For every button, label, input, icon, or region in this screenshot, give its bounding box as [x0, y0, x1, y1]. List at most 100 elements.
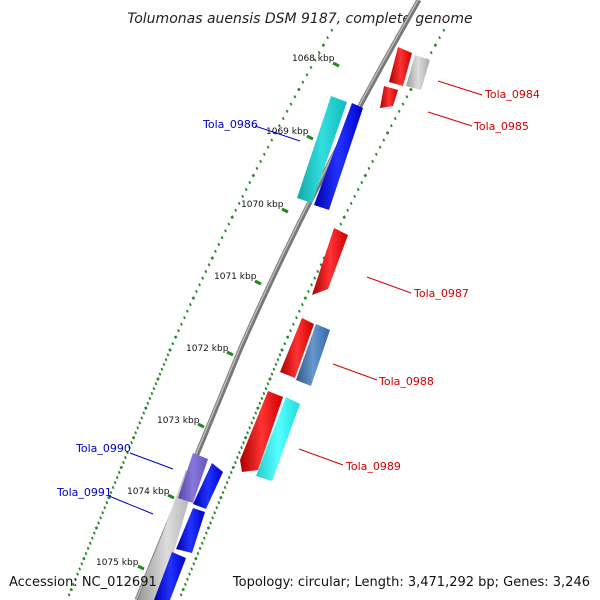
tick-mark-left: [128, 445, 131, 450]
tick-mark-right: [289, 329, 292, 333]
tick-mark-left: [321, 43, 326, 47]
tick-mark-right: [248, 426, 252, 430]
label-tola-0988[interactable]: Tola_0988: [378, 375, 434, 388]
tick-mark-right: [219, 495, 223, 500]
tick-mark-left: [136, 426, 140, 430]
scale-tick-1075: [137, 564, 145, 571]
tick-mark-right: [236, 455, 239, 460]
tick-mark-right: [262, 391, 266, 396]
tick-mark-left: [297, 87, 301, 92]
gene-tola-0992-shape: [154, 552, 186, 600]
tick-mark-left: [255, 166, 259, 171]
leader-tola-0989: [298, 448, 344, 466]
scale-label-1074: 1074 kbp: [127, 487, 170, 497]
tick-mark-left: [144, 406, 148, 410]
tick-track-left: [67, 28, 334, 597]
kbp-scale: 1068 kbp 1069 kbp 1070 kbp 1071 kbp 1072…: [96, 54, 340, 571]
tick-mark-left: [191, 296, 196, 300]
tick-mark-right: [242, 441, 245, 445]
tick-mark-left: [119, 465, 124, 470]
tick-mark-left: [220, 236, 224, 240]
tick-mark-right: [202, 536, 206, 540]
gene-tola-0989-red-shape: [240, 391, 283, 472]
tick-mark-right: [227, 475, 231, 480]
tick-mark-right: [204, 531, 208, 535]
label-tola-0985[interactable]: Tola_0985: [473, 120, 529, 133]
tick-mark-left: [214, 249, 217, 253]
tick-mark-left: [71, 582, 75, 587]
tick-mark-left: [105, 501, 109, 505]
tick-mark-left: [67, 593, 71, 597]
map-title: Tolumonas auensis DSM 9187, complete gen…: [127, 11, 472, 27]
tick-mark-right: [283, 341, 287, 346]
tick-mark-left: [82, 556, 86, 561]
label-tola-0989[interactable]: Tola_0989: [345, 460, 401, 473]
tick-mark-left: [180, 322, 183, 326]
tick-mark-left: [317, 51, 321, 55]
tick-mark-left: [115, 475, 119, 480]
tick-mark-right: [179, 593, 183, 597]
tick-mark-left: [156, 377, 160, 381]
tick-mark-right: [405, 95, 409, 99]
tick-mark-right: [353, 194, 357, 199]
tick-mark-left: [113, 480, 117, 485]
tick-mark-left: [289, 102, 293, 106]
leader-tola-0984: [437, 80, 483, 96]
scale-label-1069: 1069 kbp: [266, 127, 309, 137]
tick-mark-right: [246, 431, 250, 435]
tick-mark-right: [356, 187, 360, 192]
tick-mark-left: [99, 516, 103, 520]
tick-mark-right: [409, 87, 413, 92]
scale-label-1072: 1072 kbp: [186, 344, 229, 354]
tick-mark-right: [196, 551, 200, 556]
tick-mark-right: [217, 501, 221, 505]
leader-tola-0987: [366, 276, 412, 294]
tick-mark-right: [206, 526, 211, 530]
leader-tola-0991: [108, 495, 154, 515]
topology-text: Topology: circular; Length: 3,471,292 bp…: [232, 575, 590, 590]
leader-tola-0988: [332, 363, 378, 381]
tick-mark-left: [117, 470, 121, 475]
gene-grey-shape: [406, 55, 430, 90]
tick-mark-right: [292, 322, 295, 326]
tick-mark-left: [94, 526, 99, 530]
tick-mark-right: [264, 387, 268, 391]
scale-tick-1070: [281, 207, 289, 214]
leader-tola-0990: [129, 452, 174, 470]
tick-mark-right: [225, 480, 229, 485]
tick-mark-right: [272, 367, 276, 371]
tick-mark-right: [252, 416, 256, 420]
scale-label-1075: 1075 kbp: [96, 558, 139, 568]
label-tola-0990[interactable]: Tola_0990: [75, 442, 131, 455]
label-tola-0987[interactable]: Tola_0987: [413, 287, 469, 300]
label-tola-0986[interactable]: Tola_0986: [202, 118, 258, 131]
scale-label-1073: 1073 kbp: [157, 416, 200, 426]
tick-mark-left: [76, 572, 79, 576]
tick-mark-right: [213, 511, 217, 515]
tick-mark-left: [84, 551, 88, 556]
tick-mark-left: [207, 263, 211, 267]
tick-mark-left: [103, 506, 107, 510]
tick-mark-left: [330, 28, 334, 32]
gene-tola-0986-shape: [314, 103, 363, 210]
tick-mark-left: [285, 109, 289, 113]
tick-mark-right: [215, 506, 219, 510]
tick-mark-right: [397, 109, 401, 113]
tick-mark-right: [313, 276, 317, 280]
accession-text: Accession: NC_012691: [9, 575, 157, 590]
tick-mark-right: [363, 173, 368, 178]
scale-label-1070: 1070 kbp: [241, 200, 284, 210]
scale-tick-1072: [226, 350, 234, 357]
label-tola-0984[interactable]: Tola_0984: [484, 88, 540, 101]
scale-tick-1073: [197, 422, 205, 429]
tick-mark-left: [224, 229, 227, 233]
tick-mark-left: [293, 95, 297, 99]
tick-mark-left: [244, 187, 248, 192]
tick-mark-right: [310, 283, 313, 287]
tick-mark-right: [181, 587, 185, 592]
label-tola-0991[interactable]: Tola_0991: [56, 486, 112, 499]
tick-mark-right: [221, 490, 225, 495]
tick-mark-left: [107, 495, 111, 500]
tick-mark-left: [182, 316, 186, 320]
tick-mark-left: [92, 531, 96, 535]
